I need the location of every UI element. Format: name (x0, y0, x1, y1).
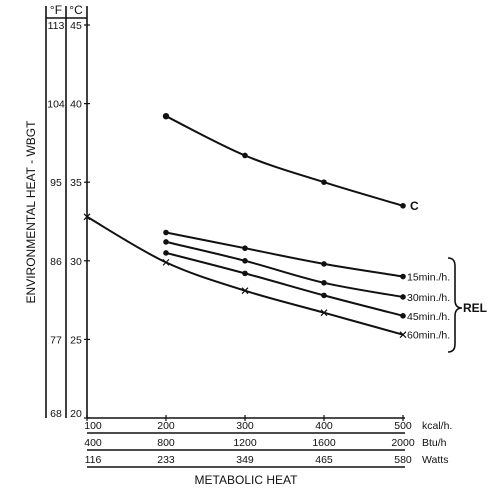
series-point-x (241, 287, 249, 295)
x-axis-title: METABOLIC HEAT (195, 473, 299, 487)
x-tick-label: 300 (236, 420, 254, 432)
y-tick-label-c: 20 (70, 408, 82, 420)
series-point (400, 294, 406, 300)
y-tick-label-c: 35 (70, 177, 82, 189)
x-tick-label: 2000 (391, 437, 415, 449)
x-tick-label: 580 (394, 454, 412, 466)
series-label: C (410, 199, 419, 213)
series-label: 30min./h. (407, 292, 450, 304)
series-curves (86, 115, 404, 336)
y-tick-label-c: 30 (70, 256, 82, 268)
series-label: 45min./h. (407, 311, 450, 323)
series-point-x (399, 331, 407, 339)
x-tick-label: 400 (84, 437, 102, 449)
series-point (242, 258, 248, 264)
series-curve (165, 251, 404, 317)
series-point (162, 112, 170, 120)
y-ticks: 20 68 25 77 30 86 35 95 40 104 45 113 (47, 20, 90, 420)
series-point (321, 261, 327, 267)
series-point (163, 239, 169, 245)
series-point (242, 152, 248, 159)
celsius-unit-label: °C (69, 3, 83, 17)
series-point (242, 270, 248, 277)
series-markers (83, 112, 407, 339)
y-tick-label-f: 113 (48, 20, 65, 32)
y-tick-label-f: 77 (50, 334, 62, 346)
series-point (400, 273, 406, 280)
series-point-x (320, 309, 328, 317)
series-point-x (83, 213, 91, 221)
series-curve (165, 115, 404, 207)
x-tick-label: 1200 (233, 437, 257, 449)
y-tick-label-f: 95 (50, 177, 62, 189)
series-point (242, 245, 248, 252)
x-tick-label: 400 (315, 420, 333, 432)
y-axis-title: ENVIRONMENTAL HEAT - WBGT (24, 120, 38, 304)
x-tick-label: 233 (157, 454, 175, 466)
y-tick-label-c: 25 (70, 334, 82, 346)
x-tick-label: 116 (85, 454, 102, 466)
series-point (321, 179, 327, 185)
series-point (400, 313, 406, 319)
y-tick-label-f: 68 (50, 408, 62, 420)
series-labels: C 15min./h. 30min./h. 45min./h. 60min./h. (407, 199, 450, 342)
x-tick-label: 500 (394, 420, 412, 432)
series-point-x (162, 258, 170, 266)
series-label: 15min./h. (407, 272, 450, 284)
rel-group-label: REL (463, 301, 487, 315)
x-tick-label: 1600 (312, 437, 336, 449)
series-point (163, 229, 169, 236)
y-tick-label-f: 104 (47, 99, 65, 111)
fahrenheit-unit-label: °F (50, 3, 62, 17)
x-tick-label: 349 (236, 454, 254, 466)
x-ticks: 100 200 300 400 500 kcal/h. 400 800 1200 1600 2000… (84, 415, 452, 466)
series-label: 60min./h. (407, 330, 450, 342)
x-scale-unit-label: kcal/h. (422, 420, 452, 432)
x-tick-label: 100 (84, 420, 102, 432)
x-scale-unit-label: Watts (422, 454, 448, 466)
series-point (321, 280, 327, 286)
series-curve (165, 231, 404, 278)
series-point (163, 250, 169, 256)
axes (45, 6, 405, 468)
x-tick-label: 465 (315, 454, 333, 466)
x-scale-unit-label: Btu/h (422, 437, 447, 449)
series-curve (165, 240, 404, 298)
rel-bracket (447, 257, 463, 353)
y-tick-label-c: 45 (70, 20, 82, 32)
y-tick-label-f: 86 (50, 256, 62, 268)
x-tick-label: 800 (157, 437, 175, 449)
series-point (400, 202, 406, 209)
y-tick-label-c: 40 (70, 99, 82, 111)
series-point (321, 292, 327, 299)
x-tick-label: 200 (157, 420, 175, 432)
